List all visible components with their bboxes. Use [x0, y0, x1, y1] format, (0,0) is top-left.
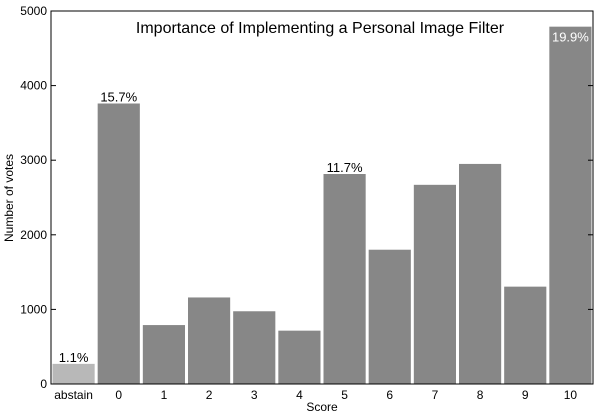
bar-2 [188, 297, 231, 384]
x-tick-label-5: 5 [341, 388, 348, 402]
bar-4 [278, 330, 321, 384]
bar-0 [97, 103, 140, 384]
bar-label-0: 15.7% [100, 90, 137, 105]
y-tick-label-1000: 1000 [20, 302, 47, 316]
chart-title: Importance of Implementing a Personal Im… [136, 20, 505, 37]
x-tick-label-3: 3 [251, 388, 258, 402]
bar-label-10: 19.9% [552, 30, 589, 45]
bar-label-abstain: 1.1% [59, 350, 89, 365]
bar-1 [142, 325, 185, 384]
y-tick-label-2000: 2000 [20, 228, 47, 242]
bar-7 [413, 184, 456, 384]
bar-8 [459, 163, 502, 384]
y-axis-title: Number of votes [2, 154, 16, 242]
x-tick-label-10: 10 [564, 388, 578, 402]
x-axis-ticks: abstain 0 1 2 3 4 5 6 7 8 9 10 [54, 388, 577, 402]
y-tick-label-5000: 5000 [20, 4, 47, 18]
bar-label-5: 11.7% [327, 160, 363, 175]
x-tick-label-7: 7 [432, 388, 439, 402]
bar-9 [504, 286, 547, 384]
bar-3 [233, 311, 276, 384]
x-tick-label-8: 8 [477, 388, 484, 402]
x-tick-label-6: 6 [386, 388, 393, 402]
x-tick-label-4: 4 [296, 388, 303, 402]
y-tick-label-3000: 3000 [20, 153, 47, 167]
bar-5 [323, 174, 366, 384]
plot-border [50, 10, 594, 385]
bar-10 [549, 26, 592, 384]
bar-6 [368, 249, 411, 384]
x-tick-label-abstain: abstain [54, 388, 93, 402]
y-tick-label-4000: 4000 [20, 79, 47, 93]
y-axis-ticks: 0 1000 2000 3000 4000 5000 [20, 4, 593, 391]
bar-abstain [52, 363, 95, 384]
x-tick-label-1: 1 [161, 388, 168, 402]
x-tick-label-0: 0 [115, 388, 122, 402]
bars-group [52, 26, 592, 384]
x-axis-title: Score [306, 400, 338, 414]
bar-labels-group: 1.1% 15.7% 11.7% 19.9% [59, 30, 590, 365]
y-tick-label-0: 0 [40, 377, 47, 391]
x-tick-label-9: 9 [522, 388, 529, 402]
plot-frame [50, 10, 594, 385]
x-tick-label-2: 2 [206, 388, 213, 402]
